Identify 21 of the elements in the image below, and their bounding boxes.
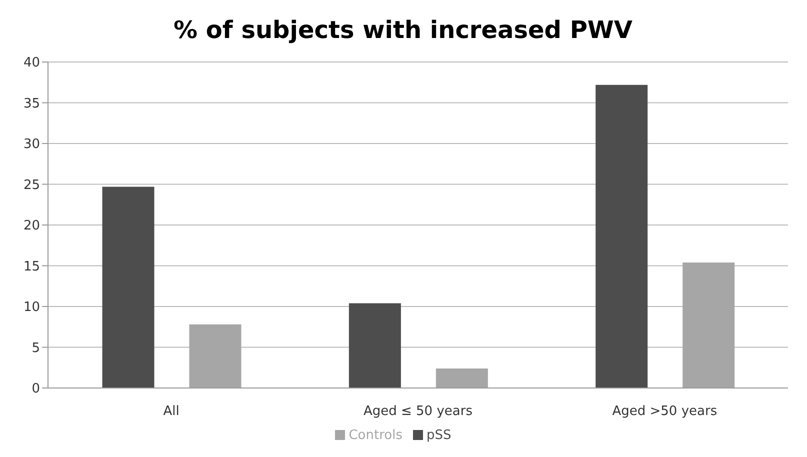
y-tick-label: 35 <box>23 96 40 112</box>
bar <box>436 368 488 388</box>
y-tick-label: 30 <box>23 137 40 152</box>
legend-label: pSS <box>426 428 452 443</box>
bar <box>189 324 242 388</box>
y-tick-label: 10 <box>23 300 40 316</box>
x-tick-label: Aged ≤ 50 years <box>363 404 473 420</box>
y-tick-label: 20 <box>23 218 40 234</box>
y-tick-label: 40 <box>23 56 40 71</box>
y-tick-label: 0 <box>32 382 40 397</box>
chart-title: % of subjects with increased PWV <box>172 15 634 46</box>
bar <box>348 303 401 388</box>
legend-label: Controls <box>348 428 402 443</box>
x-tick-label: Aged >50 years <box>612 404 718 420</box>
y-tick-label: 15 <box>23 259 40 274</box>
y-tick-label: 25 <box>23 178 40 193</box>
bar <box>682 262 735 388</box>
x-tick-label: All <box>163 404 180 420</box>
y-tick-label: 5 <box>32 340 40 356</box>
bar <box>596 84 648 388</box>
bar <box>102 186 154 388</box>
